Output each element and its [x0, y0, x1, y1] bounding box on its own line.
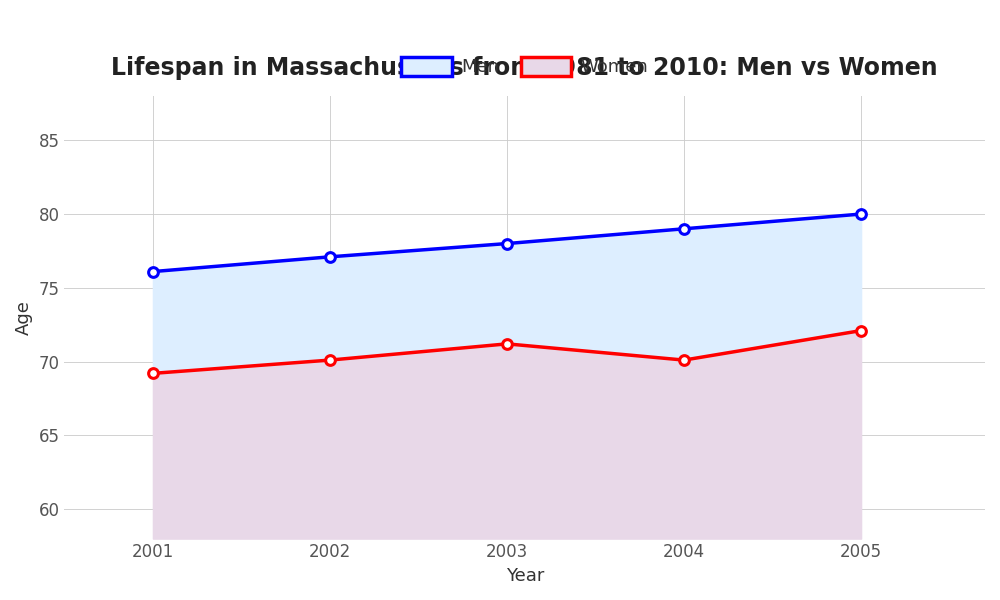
- Legend: Men, Women: Men, Women: [392, 47, 657, 85]
- X-axis label: Year: Year: [506, 567, 544, 585]
- Title: Lifespan in Massachusetts from 1981 to 2010: Men vs Women: Lifespan in Massachusetts from 1981 to 2…: [111, 56, 938, 80]
- Y-axis label: Age: Age: [15, 300, 33, 335]
